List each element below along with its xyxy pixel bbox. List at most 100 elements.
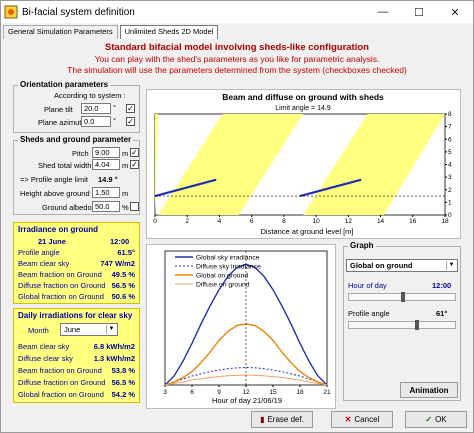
animation-button[interactable]: Animation <box>400 382 458 398</box>
chart1-ytick-label: 1 <box>448 199 452 206</box>
irr-row-diffuse-fraction: Diffuse fraction on Ground 56.5 % <box>18 281 135 290</box>
graph-select[interactable]: Global on ground ▼ <box>346 259 458 272</box>
hour-slider[interactable] <box>348 292 456 302</box>
daily-row-beam-fraction: Beam fraction on Ground 53.8 % <box>18 366 135 375</box>
profile-slider-thumb[interactable] <box>415 320 419 330</box>
chart1-xlabel: Distance at ground level [m] <box>261 227 354 236</box>
pitch-label: Pitch <box>72 149 89 158</box>
daily-row-diffuse-fraction: Diffuse fraction on Ground 56.5 % <box>18 378 135 387</box>
profile-slider[interactable] <box>348 320 456 330</box>
chart1-ytick-label: 0 <box>448 212 452 219</box>
hour-slider-thumb[interactable] <box>401 292 405 302</box>
beam-band <box>303 114 445 215</box>
shed-line <box>299 178 362 198</box>
irr-row-beam-fraction: Beam fraction on Ground 49.5 % <box>18 270 135 279</box>
irradiance-title: Irradiance on ground <box>18 225 99 234</box>
chart1-ytick-label: 3 <box>448 174 452 181</box>
orientation-title: Orientation parameters <box>18 80 111 89</box>
profile-limit-label: => Profile angle limit <box>20 175 88 184</box>
albedo-unit: % <box>122 203 129 212</box>
tab-unlimited-sheds[interactable]: Unlimited Sheds 2D Model <box>119 25 219 39</box>
chart2-xtick-label: 21 <box>323 389 331 396</box>
plane-azimut-input[interactable]: 0.0 <box>81 116 111 127</box>
chart1-xtick-label: 4 <box>218 218 222 225</box>
chart2-xtick-label: 15 <box>269 389 277 396</box>
daily-row-diffuse: Diffuse clear sky 1.3 kWh/m2 <box>18 354 135 363</box>
irradiance-panel: Irradiance on ground 21 June 12:00 Profi… <box>13 222 140 304</box>
title-bar: Bi-facial system definition — ☐ ✕ <box>1 1 473 23</box>
albedo-input[interactable]: 50.0 <box>92 201 120 212</box>
chart2-xtick-label: 3 <box>163 389 167 396</box>
hourly-chart-svg: Global sky irradiance Diffuse sky irradia… <box>163 250 331 405</box>
height-unit: m <box>122 189 129 198</box>
window-title: Bi-facial system definition <box>22 6 135 18</box>
chevron-down-icon: ▼ <box>106 325 116 334</box>
chart1-ytick-label: 8 <box>448 111 452 118</box>
hour-label: Hour of day <box>348 281 387 290</box>
plane-tilt-checkbox[interactable]: ✓ <box>126 104 135 113</box>
orientation-group: Orientation parameters According to syst… <box>13 80 140 133</box>
chart1-ytick-label: 4 <box>448 162 452 169</box>
albedo-checkbox[interactable] <box>130 202 139 211</box>
chart1-xtick-label: 6 <box>250 218 254 225</box>
sheds-chart: Beam and diffuse on ground with sheds Li… <box>146 89 461 239</box>
irr-row-profile: Profile angle 61.5° <box>18 248 135 257</box>
albedo-label: Ground albedo <box>42 203 92 212</box>
irr-row-global-fraction: Global fraction on Ground 50.6 % <box>18 292 135 301</box>
profile-angle-label: Profile angle <box>348 309 390 318</box>
hourly-chart: Global sky irradiance Diffuse sky irradia… <box>146 244 336 409</box>
pitch-input[interactable]: 9.00 <box>92 147 120 158</box>
legend-label-0: Global sky irradiance <box>196 255 260 262</box>
month-select[interactable]: June ▼ <box>60 323 118 336</box>
legend-label-3: Diffuse on ground <box>196 282 250 289</box>
header-line-3: The simulation will use the parameters d… <box>67 65 407 75</box>
graph-group: Graph Global on ground ▼ Hour of day 12:0… <box>343 241 461 401</box>
plane-azimut-label: Plane azimut <box>38 118 82 127</box>
chart1-ytick-label: 6 <box>448 136 452 143</box>
chart1-xtick-label: 14 <box>377 218 385 225</box>
sheds-chart-svg: Beam and diffuse on ground with sheds Li… <box>153 92 452 236</box>
shed-width-input[interactable]: 4.04 <box>92 159 120 170</box>
profile-angle-value: 61° <box>436 309 448 318</box>
height-input[interactable]: 1.50 <box>92 187 120 198</box>
irradiance-date: 21 June <box>38 237 66 246</box>
according-label: According to system : <box>54 91 126 100</box>
chart1-xtick-label: 10 <box>312 218 320 225</box>
tab-bar: General Simulation Parameters Unlimited … <box>3 25 220 39</box>
chart1-ytick-label: 5 <box>448 149 452 156</box>
daily-row-global-fraction: Global fraction on Ground 54.2 % <box>18 390 135 399</box>
cancel-button[interactable]: ✕ Cancel <box>331 411 393 428</box>
chart2-xtick-label: 18 <box>296 389 304 396</box>
tab-general-simulation[interactable]: General Simulation Parameters <box>3 25 118 39</box>
header-text: Standard bifacial model involving sheds-… <box>1 42 473 77</box>
hour-value: 12:00 <box>432 281 452 290</box>
app-icon <box>4 5 18 19</box>
minimize-button[interactable]: — <box>377 6 389 18</box>
chart1-xtick-label: 18 <box>441 218 449 225</box>
shed-width-checkbox[interactable]: ✓ <box>130 160 139 169</box>
plane-azimut-checkbox[interactable]: ✓ <box>126 117 135 126</box>
chart2-plot-frame <box>164 250 328 386</box>
plane-tilt-input[interactable]: 20.0 <box>81 103 111 114</box>
daily-title: Daily irradiations for clear sky <box>18 311 133 320</box>
sheds-title: Sheds and ground parameter <box>18 135 134 144</box>
erase-def-button[interactable]: ▮ Erase def. <box>251 411 313 428</box>
series-line-1 <box>164 366 328 386</box>
erase-icon: ▮ <box>260 415 265 424</box>
sheds-group: Sheds and ground parameter Pitch 9.00 m … <box>13 135 140 215</box>
chart1-title: Beam and diffuse on ground with sheds <box>222 92 384 102</box>
profile-limit-value: 14.9 ° <box>98 175 118 184</box>
deg-unit: ° <box>113 103 116 112</box>
month-label: Month <box>28 326 49 335</box>
shed-width-label: Shed total width <box>38 161 92 170</box>
pitch-checkbox[interactable]: ✓ <box>130 148 139 157</box>
maximize-button[interactable]: ☐ <box>414 6 424 19</box>
chart2-xtick-label: 12 <box>242 389 250 396</box>
close-button[interactable]: ✕ <box>450 6 460 19</box>
chart1-subtitle: Limit angle = 14.9 <box>275 105 331 112</box>
chart2-xlabel: Hour of day 21/06/19 <box>212 396 282 405</box>
chart1-xtick-label: 2 <box>185 218 189 225</box>
ok-button[interactable]: ✓ OK <box>405 411 467 428</box>
chart2-xtick-label: 9 <box>217 389 221 396</box>
